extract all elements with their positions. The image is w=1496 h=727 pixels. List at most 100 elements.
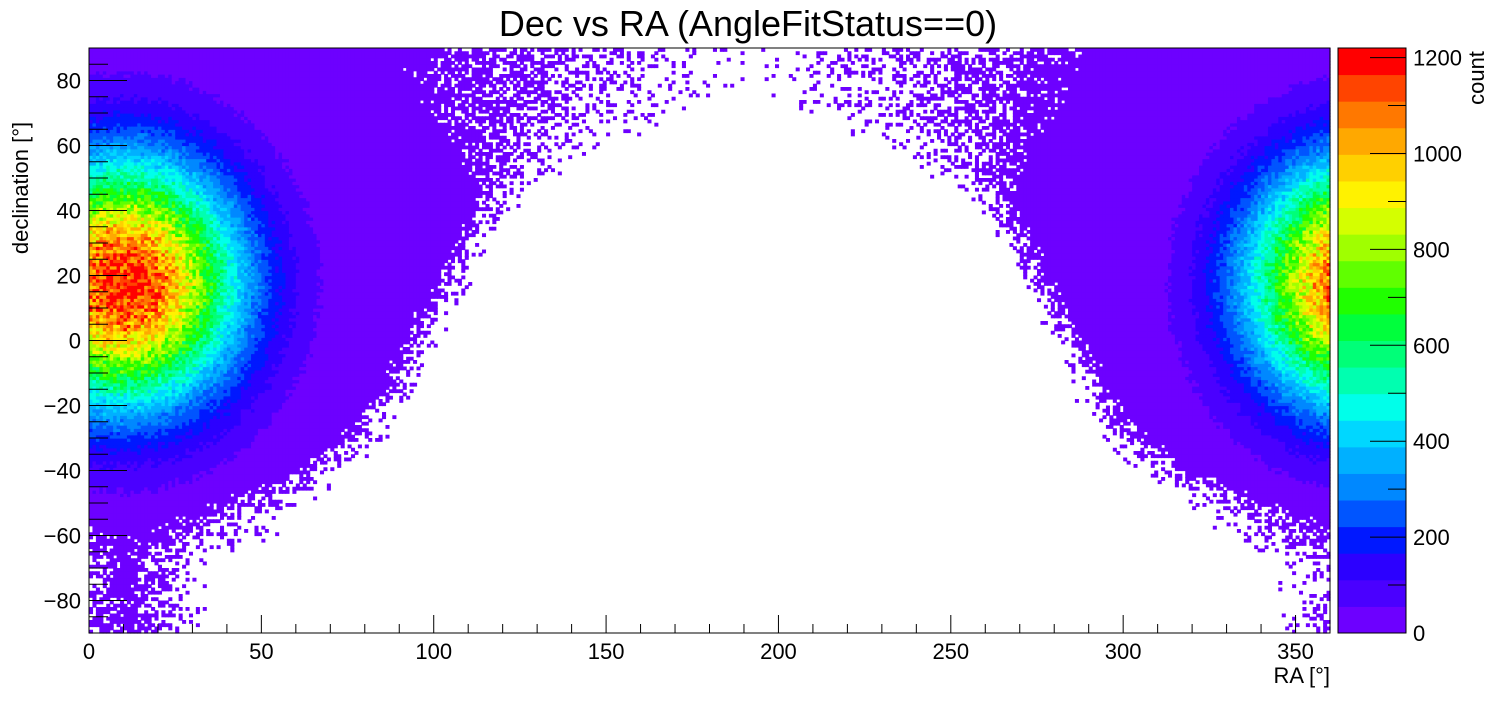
heatmap-cell [1244, 500, 1248, 504]
heatmap-cell [1320, 597, 1324, 601]
heatmap-cell [113, 604, 117, 608]
heatmap-cell [1171, 461, 1175, 465]
heatmap-cell [234, 529, 238, 533]
heatmap-cell [92, 584, 96, 588]
heatmap-cells [89, 48, 1331, 634]
heatmap-cell [230, 539, 234, 543]
heatmap-cell [1285, 552, 1289, 556]
heatmap-cell [279, 506, 283, 510]
heatmap-cell [1299, 591, 1303, 595]
heatmap-cell [175, 575, 179, 579]
heatmap-cell [279, 500, 283, 504]
heatmap-cell [1289, 623, 1293, 627]
heatmap-cell [1292, 539, 1296, 543]
heatmap-cell [1313, 594, 1317, 598]
heatmap-cell [206, 529, 210, 533]
heatmap-cell [1316, 604, 1320, 608]
heatmap-cell [203, 523, 207, 527]
heatmap-cell [1189, 500, 1193, 504]
heatmap-cell [103, 623, 107, 627]
heatmap-cell [1313, 607, 1317, 611]
heatmap-cell [1271, 532, 1275, 536]
heatmap-cell [179, 614, 183, 618]
heatmap-cell [151, 607, 155, 611]
heatmap-cell [1196, 487, 1200, 491]
heatmap-cell [1158, 480, 1162, 484]
heatmap-cell [1268, 536, 1272, 540]
heatmap-cell [351, 448, 355, 452]
heatmap-cell [323, 467, 327, 471]
heatmap-cell [327, 484, 331, 488]
heatmap-cell [1316, 627, 1320, 631]
heatmap-cell [144, 568, 148, 572]
heatmap-cell [151, 532, 155, 536]
heatmap-cell [344, 458, 348, 462]
heatmap-cell [261, 497, 265, 501]
heatmap-cell [1151, 474, 1155, 478]
heatmap-cell [313, 497, 317, 501]
heatmap-cell [1316, 568, 1320, 572]
heatmap-cell [127, 607, 131, 611]
heatmap-cell [223, 513, 227, 517]
heatmap-cell [1161, 467, 1165, 471]
heatmap-cell [227, 506, 231, 510]
heatmap-cell [241, 500, 245, 504]
heatmap-cell [89, 542, 93, 546]
heatmap-cell [1258, 513, 1262, 517]
heatmap-cell [1320, 571, 1324, 575]
heatmap-cell [1178, 474, 1182, 478]
heatmap-cell [103, 578, 107, 582]
heatmap-cell [175, 532, 179, 536]
heatmap-cell [99, 607, 103, 611]
heatmap-cell [175, 549, 179, 553]
heatmap-cell [137, 545, 141, 549]
heatmap-cell [168, 536, 172, 540]
heatmap-cell [1306, 536, 1310, 540]
heatmap-cell [89, 571, 93, 575]
heatmap-cell [296, 484, 300, 488]
heatmap-cell [127, 555, 131, 559]
heatmap-cell [175, 627, 179, 631]
heatmap-cell [186, 607, 190, 611]
heatmap-cell [99, 591, 103, 595]
heatmap-cell [1227, 523, 1231, 527]
heatmap-cell [1233, 506, 1237, 510]
heatmap-cell [1227, 506, 1231, 510]
heatmap-cell [199, 519, 203, 523]
heatmap-cell [358, 445, 362, 449]
heatmap-cell [1296, 552, 1300, 556]
heatmap-cell [99, 575, 103, 579]
heatmap-cell [1296, 623, 1300, 627]
heatmap-cell [189, 620, 193, 624]
heatmap-cell [272, 516, 276, 520]
heatmap-cell [1271, 542, 1275, 546]
heatmap-cell [227, 523, 231, 527]
heatmap-cell [323, 454, 327, 458]
heatmap-cell [151, 597, 155, 601]
heatmap-cell [1154, 471, 1158, 475]
heatmap-cell [1299, 558, 1303, 562]
heatmap-cell [161, 610, 165, 614]
heatmap-cell [1313, 623, 1317, 627]
heatmap-cell [1278, 588, 1282, 592]
heatmap-cell [1302, 532, 1306, 536]
heatmap-cell [251, 503, 255, 507]
heatmap-cell [189, 523, 193, 527]
heatmap-cell [1154, 454, 1158, 458]
heatmap-cell [158, 623, 162, 627]
heatmap-cell [285, 487, 289, 491]
heatmap-cell [351, 454, 355, 458]
heatmap-cell [1247, 536, 1251, 540]
heatmap-cell [310, 477, 314, 481]
heatmap-cell [1275, 519, 1279, 523]
heatmap-cell [275, 532, 279, 536]
heatmap-cell [1292, 529, 1296, 533]
heatmap-cell [258, 500, 262, 504]
heatmap-cell [1144, 454, 1148, 458]
heatmap-cell [103, 607, 107, 611]
heatmap-cell [1202, 503, 1206, 507]
heatmap-cell [179, 594, 183, 598]
heatmap-cell [313, 461, 317, 465]
heatmap-cell [292, 503, 296, 507]
heatmap-cell [1278, 516, 1282, 520]
